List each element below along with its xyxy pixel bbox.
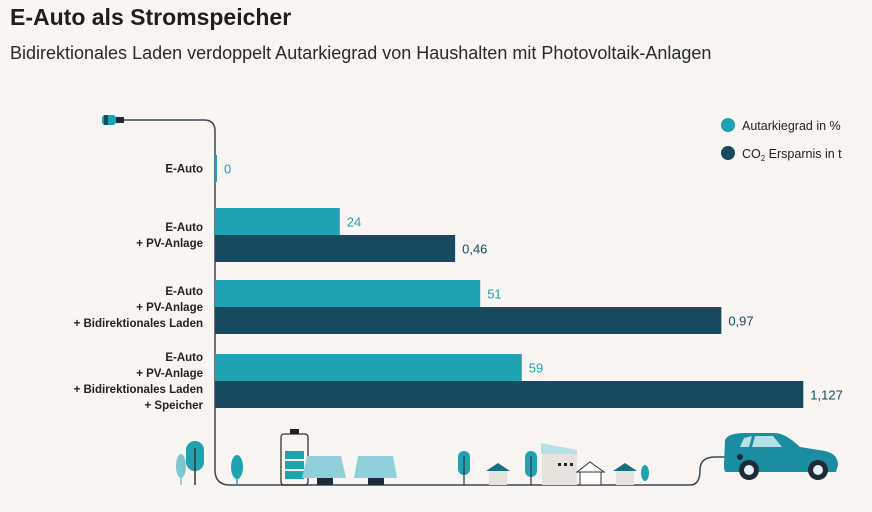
bar-co2 — [215, 235, 456, 262]
category-label: + PV-Anlage — [136, 368, 203, 380]
legend-swatch-autarkie — [721, 118, 735, 132]
data-label: 0 — [224, 162, 231, 177]
chart-subtitle: Bidirektionales Laden verdoppelt Autarki… — [10, 43, 712, 63]
data-label: 1,127 — [810, 388, 843, 403]
legend: Autarkiegrad in % CO2 Ersparnis in t — [721, 118, 842, 163]
data-label: 24 — [347, 215, 361, 230]
tree-icon — [458, 451, 470, 485]
tree-icon — [641, 465, 649, 481]
legend-label-co2: CO2 Ersparnis in t — [742, 147, 842, 163]
house-icon — [486, 463, 510, 485]
tree-icon — [186, 441, 204, 485]
category-label: + PV-Anlage — [136, 238, 203, 250]
data-label: 0,97 — [728, 314, 753, 329]
landscape-illustration — [176, 429, 838, 486]
category-label: E-Auto — [165, 222, 203, 234]
car-icon — [724, 433, 838, 480]
solar-panel-icon — [302, 456, 346, 485]
cable-axis-line — [124, 119, 740, 486]
solar-panel-icon — [354, 456, 397, 485]
legend-label-autarkie: Autarkiegrad in % — [742, 119, 841, 133]
category-label: E-Auto — [165, 286, 203, 298]
bar-co2 — [215, 381, 804, 408]
category-label: + Speicher — [145, 400, 204, 412]
category-label: + PV-Anlage — [136, 302, 203, 314]
tree-icon — [525, 451, 537, 485]
category-label: + Bidirektionales Laden — [74, 384, 203, 396]
data-label: 59 — [529, 361, 543, 376]
house-icon — [613, 463, 637, 485]
tree-icon — [231, 455, 243, 485]
bar-co2 — [215, 307, 722, 334]
plug-icon — [102, 115, 124, 125]
chart-title: E-Auto als Stromspeicher — [10, 4, 292, 30]
legend-swatch-co2 — [721, 146, 735, 160]
tree-icon — [176, 454, 186, 485]
bar-autarkie — [215, 155, 217, 182]
bar-autarkie — [215, 280, 481, 307]
house-icon — [575, 461, 606, 486]
data-label: 51 — [487, 287, 501, 302]
bar-autarkie — [215, 208, 340, 235]
building-icon — [541, 443, 577, 485]
category-label: E-Auto — [165, 164, 203, 176]
bar-autarkie — [215, 354, 522, 381]
category-label: E-Auto — [165, 352, 203, 364]
data-label: 0,46 — [462, 242, 487, 257]
category-label: + Bidirektionales Laden — [74, 318, 203, 330]
